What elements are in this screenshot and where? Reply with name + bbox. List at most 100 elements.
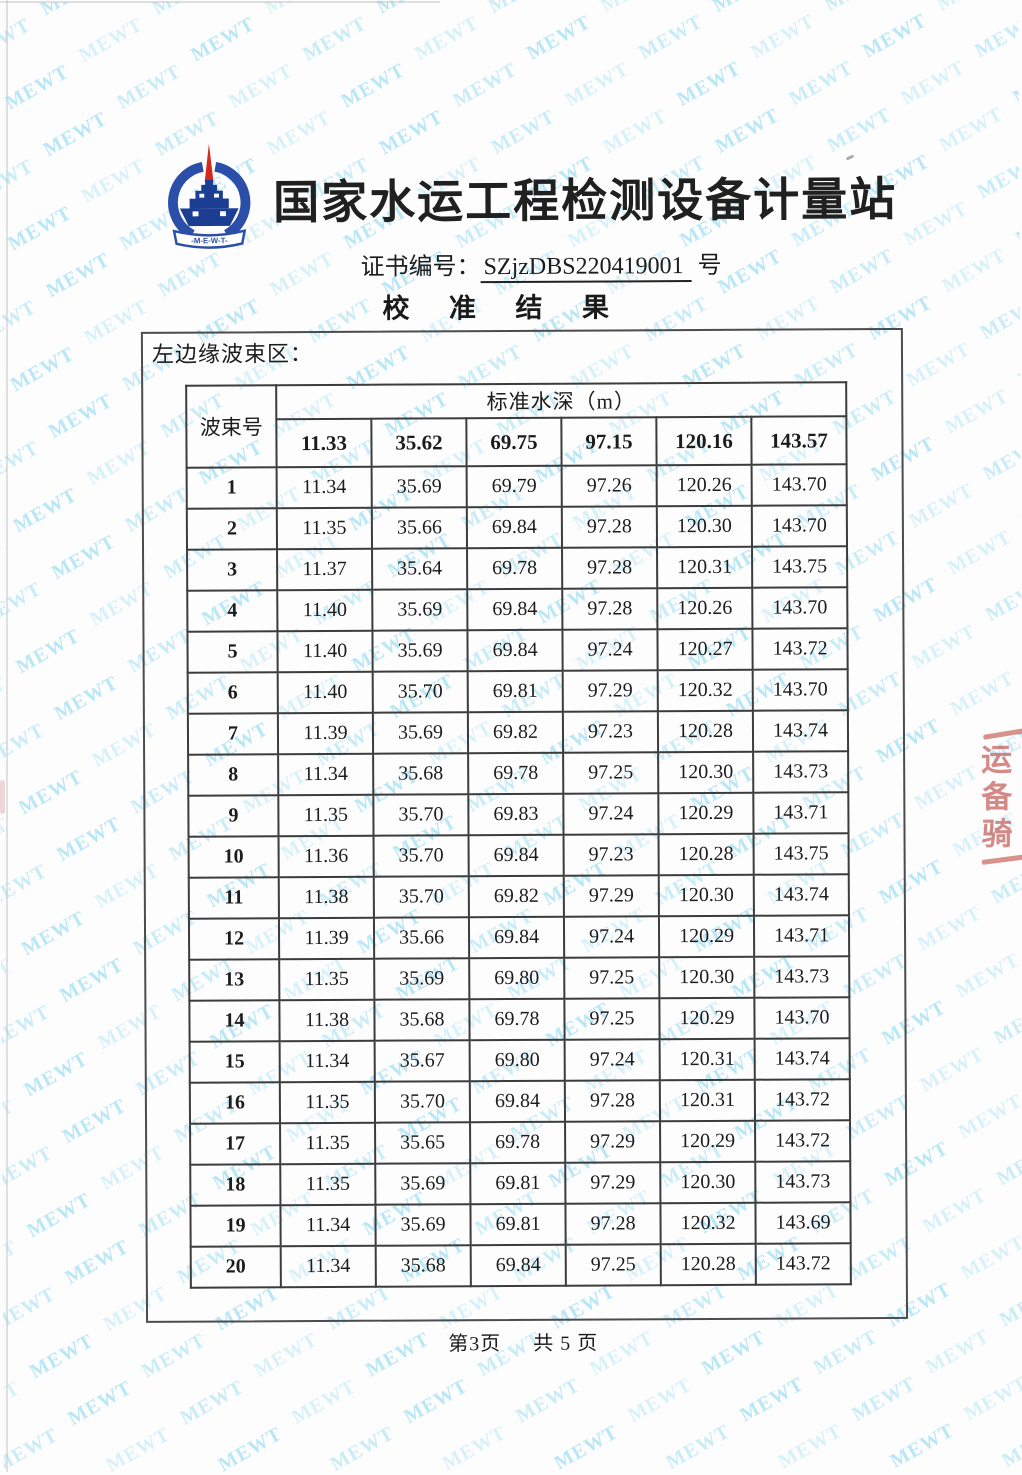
calibration-table: 波束号 标准水深（m） 11.33 35.62 69.75 97.15 120.16 14… (185, 381, 852, 1288)
table-row: 8 11.34 35.68 69.78 97.25 120.30 143.73 (188, 751, 849, 796)
beam-number-header: 波束号 (186, 385, 277, 468)
depth-value-cell: 120.29 (659, 997, 755, 1040)
depth-value-cell: 143.70 (751, 464, 847, 506)
table-row: 18 11.35 35.69 69.81 97.29 120.30 143.73 (190, 1161, 851, 1206)
depth-value-cell: 120.32 (660, 1202, 756, 1245)
depth-value-cell: 69.84 (470, 1244, 566, 1287)
certificate-number: SZjzDBS220419001 (480, 253, 692, 284)
depth-value-cell: 11.34 (280, 1204, 376, 1247)
beam-number-cell: 2 (186, 508, 278, 550)
depth-value-cell: 35.70 (373, 794, 469, 836)
beam-number-cell: 11 (188, 877, 279, 919)
depth-value-cell: 11.40 (277, 630, 373, 673)
depth-header-cell: 143.57 (751, 416, 847, 465)
scan-edge-top (0, 1, 440, 3)
depth-value-cell: 97.25 (565, 1244, 661, 1286)
depth-value-cell: 120.30 (658, 874, 754, 917)
table-row: 3 11.37 35.64 69.78 97.28 120.31 143.75 (187, 546, 848, 591)
depth-value-cell: 143.70 (751, 505, 848, 547)
table-row: 20 11.34 35.68 69.84 97.25 120.28 143.72 (190, 1243, 851, 1288)
beam-number-cell: 7 (187, 713, 279, 755)
depth-value-cell: 143.73 (755, 1161, 851, 1203)
depth-value-cell: 120.31 (659, 1038, 755, 1081)
depth-value-cell: 143.74 (753, 874, 849, 916)
depth-value-cell: 69.84 (468, 916, 565, 959)
depth-value-cell: 35.69 (371, 466, 467, 508)
depth-value-cell: 97.25 (563, 752, 659, 794)
beam-number-cell: 6 (187, 672, 278, 714)
table-row: 2 11.35 35.66 69.84 97.28 120.30 143.70 (186, 505, 848, 550)
depth-header-cell: 11.33 (276, 418, 372, 468)
depth-value-cell: 97.24 (562, 629, 658, 671)
depth-value-cell: 69.78 (467, 547, 563, 590)
banner-ribbon (172, 229, 247, 249)
depth-value-cell: 69.81 (470, 1203, 566, 1246)
depth-value-cell: 120.28 (657, 710, 754, 753)
document-title: 校 准 结 果 (382, 292, 626, 324)
org-logo: -M-E-W-T- (168, 143, 251, 249)
depth-value-cell: 69.78 (468, 752, 564, 795)
depth-value-cell: 120.31 (659, 1079, 756, 1122)
table-row: 19 11.34 35.69 69.81 97.28 120.32 143.69 (190, 1202, 851, 1247)
depth-value-cell: 143.72 (754, 1079, 851, 1121)
depth-value-cell: 35.69 (375, 1204, 471, 1246)
beam-number-cell: 14 (189, 1000, 280, 1042)
beam-number-cell: 1 (186, 467, 277, 509)
depth-value-cell: 120.27 (657, 628, 753, 671)
depth-value-cell: 35.70 (373, 876, 469, 918)
depth-value-cell: 143.69 (755, 1202, 851, 1244)
depth-value-cell: 35.68 (374, 999, 470, 1041)
depth-value-cell: 120.26 (656, 464, 752, 507)
depth-value-cell: 35.64 (372, 548, 468, 590)
depth-value-cell: 35.69 (372, 589, 468, 631)
depth-value-cell: 11.35 (280, 1122, 376, 1165)
beam-number-cell: 8 (188, 754, 279, 796)
certificate-label: 证书编号： (360, 254, 481, 281)
depth-value-cell: 143.74 (752, 710, 849, 752)
beam-number-cell: 19 (190, 1205, 281, 1247)
table-row: 12 11.39 35.66 69.84 97.24 120.29 143.71 (188, 915, 850, 960)
depth-value-cell: 11.34 (278, 753, 374, 796)
depth-value-cell: 143.72 (752, 628, 848, 670)
beam-number-cell: 3 (187, 549, 278, 591)
depth-value-cell: 120.31 (657, 546, 753, 589)
table-row: 6 11.40 35.70 69.81 97.29 120.32 143.70 (187, 669, 848, 714)
table-row: 15 11.34 35.67 69.80 97.24 120.31 143.74 (189, 1038, 850, 1083)
table-body: 1 11.34 35.69 69.79 97.26 120.26 143.70 2 11.35 3… (186, 464, 851, 1288)
table-row: 9 11.35 35.70 69.83 97.24 120.29 143.71 (188, 792, 849, 837)
stamp-top-bar (982, 725, 1022, 740)
depth-value-cell: 11.35 (280, 1163, 376, 1206)
certificate-number-line: 证书编号： SZjzDBS220419001 号 (360, 245, 722, 284)
depth-value-cell: 69.84 (469, 1080, 566, 1123)
depth-value-cell: 143.70 (752, 587, 848, 629)
depth-value-cell: 35.66 (371, 507, 468, 549)
beam-number-cell: 4 (187, 590, 278, 632)
depth-value-cell: 97.23 (562, 711, 659, 753)
depth-value-cell: 120.30 (658, 751, 754, 794)
depth-value-cell: 143.73 (753, 751, 849, 793)
depth-value-cell: 69.79 (466, 465, 562, 508)
beam-number-cell: 13 (189, 959, 280, 1001)
depth-value-cell: 97.24 (564, 1039, 660, 1081)
stamp-character: 骑 (981, 816, 1013, 852)
depth-value-cell: 69.84 (466, 506, 563, 549)
depth-value-cell: 11.35 (279, 958, 375, 1001)
table-row: 16 11.35 35.70 69.84 97.28 120.31 143.72 (189, 1079, 851, 1124)
depth-value-cell: 97.28 (564, 1080, 661, 1122)
depth-value-cell: 35.70 (374, 1081, 471, 1123)
depth-value-cell: 11.37 (277, 548, 373, 591)
depth-value-cell: 11.34 (276, 466, 372, 509)
pages-total: 共 5 页 (533, 1332, 599, 1355)
depth-value-cell: 11.39 (277, 712, 374, 755)
beam-number-cell: 12 (188, 918, 280, 960)
table-row: 13 11.35 35.69 69.80 97.25 120.30 143.73 (189, 956, 850, 1001)
results-frame: 左边缘波束区： 波束号 标准水深（m） 11.33 35.62 69.75 97.15… (140, 327, 909, 1323)
depth-value-cell: 11.39 (278, 917, 375, 960)
table-row: 10 11.36 35.70 69.84 97.23 120.28 143.75 (188, 833, 849, 878)
depth-value-cell: 143.75 (753, 833, 849, 875)
depth-value-cell: 35.67 (374, 1040, 470, 1082)
depth-value-cell: 97.29 (563, 875, 659, 917)
depth-value-cell: 143.72 (755, 1243, 851, 1285)
beam-number-cell: 18 (190, 1164, 281, 1206)
